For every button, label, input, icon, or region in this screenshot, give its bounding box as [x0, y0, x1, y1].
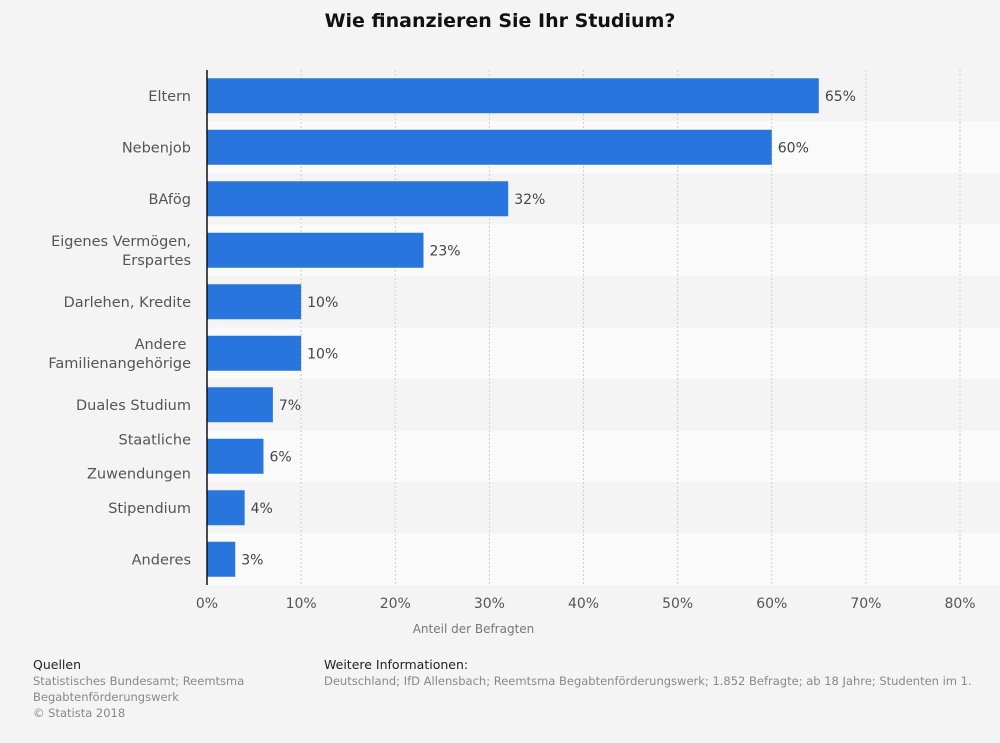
bar — [207, 232, 424, 268]
bar — [207, 335, 302, 371]
category-label: Duales Studium — [76, 398, 191, 414]
row-stripe — [207, 327, 1000, 379]
category-label: Andere Familienangehörige — [48, 337, 191, 372]
category-label: Darlehen, Kredite — [64, 295, 191, 311]
data-label: 6% — [269, 449, 291, 465]
category-label: Eltern — [148, 89, 191, 105]
bar — [207, 78, 819, 114]
info-text: Deutschland; IfD Allensbach; Reemtsma Be… — [324, 674, 972, 688]
sources-block: Quellen Statistisches Bundesamt; Reemtsm… — [33, 657, 244, 721]
bar — [207, 284, 302, 320]
category-label-line: Andere — [135, 337, 191, 353]
bar — [207, 129, 772, 165]
x-tick-label: 50% — [662, 596, 693, 612]
x-tick-label: 10% — [286, 596, 317, 612]
info-heading: Weitere Informationen: — [324, 657, 469, 672]
x-axis-label: Anteil der Befragten — [413, 622, 535, 636]
category-label-line: Eigenes Vermögen, — [51, 234, 191, 250]
sources-line: Statistisches Bundesamt; Reemtsma — [33, 674, 245, 688]
copyright: © Statista 2018 — [33, 706, 126, 720]
x-tick-label: 70% — [850, 596, 881, 612]
bar — [207, 541, 236, 577]
category-label-line: BAfög — [148, 192, 191, 208]
category-label-line: Familienangehörige — [48, 356, 191, 372]
category-label-line: Duales Studium — [76, 398, 191, 414]
x-tick-label: 0% — [196, 596, 218, 612]
x-tick-label: 60% — [756, 596, 787, 612]
data-label: 10% — [307, 346, 338, 362]
row-stripe — [207, 533, 1000, 585]
data-label: 65% — [825, 89, 856, 105]
category-label: Staatliche Zuwendungen — [87, 432, 191, 482]
data-label: 32% — [514, 192, 545, 208]
bar — [207, 181, 509, 217]
category-label: Stipendium — [108, 501, 191, 517]
category-label: Nebenjob — [122, 140, 191, 156]
bar — [207, 387, 273, 423]
category-label-line: Eltern — [148, 89, 191, 105]
bar — [207, 490, 245, 526]
sources-line: Begabtenförderungswerk — [33, 690, 179, 704]
x-tick-label: 20% — [380, 596, 411, 612]
sources-heading: Quellen — [33, 657, 82, 672]
category-label: Anderes — [132, 552, 191, 568]
category-label: Eigenes Vermögen, Erspartes — [51, 234, 191, 269]
chart-title: Wie finanzieren Sie Ihr Studium? — [324, 10, 676, 32]
category-label: BAfög — [148, 192, 191, 208]
category-label-line: Nebenjob — [122, 140, 191, 156]
category-label-line: Erspartes — [122, 253, 191, 269]
category-label-line: Stipendium — [108, 501, 191, 517]
x-tick-label: 80% — [944, 596, 975, 612]
bar — [207, 438, 264, 474]
data-label: 60% — [778, 140, 809, 156]
category-label-line: Darlehen, Kredite — [64, 295, 191, 311]
data-label: 23% — [429, 243, 460, 259]
category-label-line: Anderes — [132, 552, 191, 568]
row-stripe — [207, 430, 1000, 482]
category-label-line: Zuwendungen — [87, 466, 191, 482]
data-label: 10% — [307, 295, 338, 311]
data-label: 3% — [241, 552, 263, 568]
category-label-line: Staatliche — [119, 432, 192, 448]
x-tick-label: 40% — [568, 596, 599, 612]
bar-chart: 0% 10% 20% 30% 40% 50% 60% 70% 80% Anteil der Bef… — [48, 70, 1000, 636]
data-label: 7% — [279, 398, 301, 414]
data-label: 4% — [251, 501, 273, 517]
x-tick-label: 30% — [474, 596, 505, 612]
info-block: Weitere Informationen: Deutschland; IfD … — [324, 657, 972, 689]
